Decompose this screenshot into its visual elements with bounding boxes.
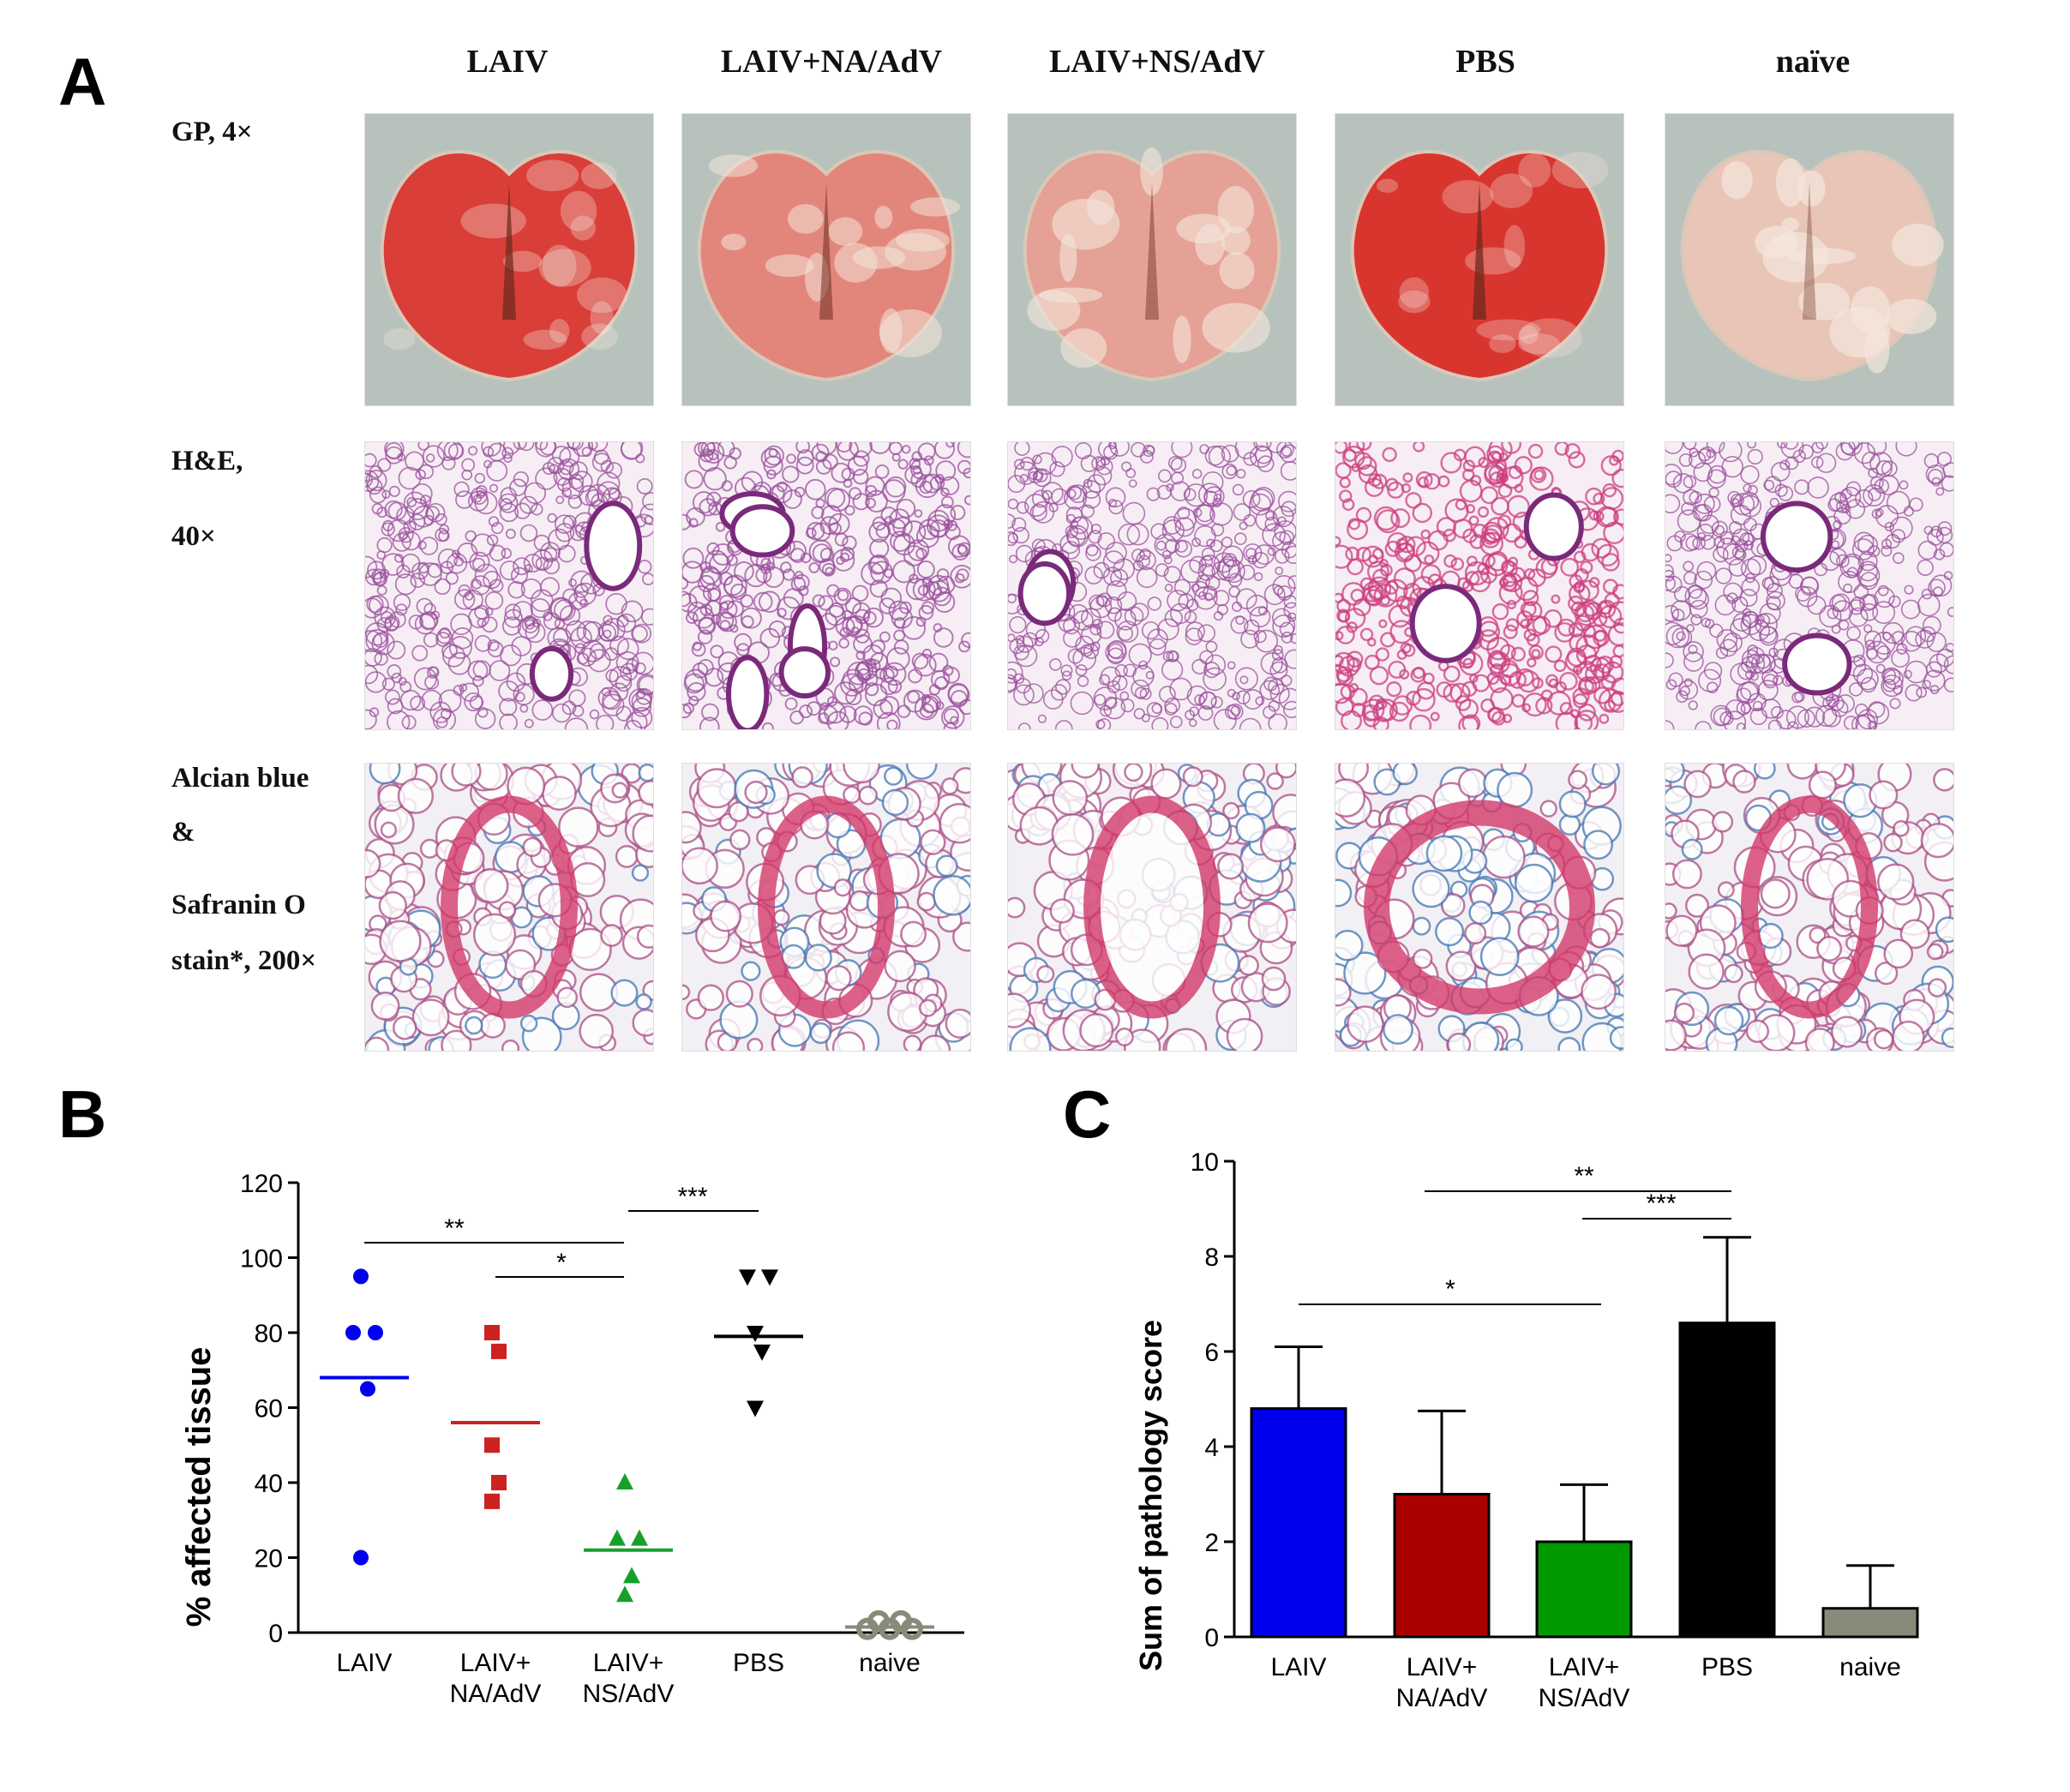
b-category-label: LAIV: [336, 1649, 392, 1677]
sig-label-na-pbs: **: [1574, 1162, 1594, 1190]
c-category-label: LAIV+: [1549, 1653, 1620, 1681]
b-point: [890, 1609, 912, 1633]
image-ab-naive: [1665, 763, 1954, 1052]
c-category-label: LAIV: [1270, 1653, 1326, 1681]
image-he-laiv: [364, 441, 654, 730]
panel-c-letter: C: [1063, 1076, 1112, 1152]
b-point: [609, 1529, 626, 1546]
b-point: [368, 1325, 383, 1340]
c-ytick-label: 6: [1204, 1339, 1219, 1367]
c-category-label: PBS: [1701, 1653, 1753, 1681]
b-ytick-label: 60: [255, 1395, 283, 1423]
b-point: [761, 1269, 778, 1286]
sig-label-laiv-ns: **: [444, 1214, 465, 1243]
c-ytick-label: 8: [1204, 1244, 1219, 1272]
panel-b-chart: 0 20 40 60 80 100 120 LAIV LAIV+ NA/AdV LAIV+ NS/A…: [180, 1170, 964, 1708]
b-point: [623, 1567, 640, 1584]
b-ytick-label: 100: [240, 1245, 283, 1274]
row-label-he-1: H&E,: [171, 446, 243, 476]
b-point: [616, 1585, 633, 1603]
b-ytick-label: 80: [255, 1320, 283, 1348]
b-ytick-label: 0: [268, 1620, 283, 1648]
b-ytick-label: 40: [255, 1470, 283, 1498]
image-gross-laiv-ns-adv: [1007, 113, 1297, 406]
image-he-laiv-ns-adv: [1007, 441, 1297, 730]
image-ab-laiv-ns-adv: [1007, 763, 1297, 1052]
b-category-label: NS/AdV: [583, 1680, 675, 1708]
b-point: [753, 1344, 771, 1361]
c-ytick-label: 10: [1191, 1148, 1219, 1177]
col-header-laiv: LAIV: [466, 44, 549, 80]
image-gross-pbs: [1335, 113, 1624, 406]
image-gross-laiv: [364, 113, 654, 406]
c-category-label: naive: [1839, 1653, 1901, 1681]
c-category-label: NA/AdV: [1396, 1684, 1488, 1712]
panel-c-chart: 0 2 4 6 8 10 LAIV LAIV+ NA/AdV LAIV+ NS/AdV PBS nai…: [1133, 1148, 1919, 1712]
row-label-ab-3: Safranin O: [171, 890, 306, 920]
col-header-laiv-na-adv: LAIV+NA/AdV: [720, 44, 943, 80]
b-point: [353, 1549, 369, 1566]
image-he-laiv-na-adv: [681, 441, 971, 730]
b-point: [616, 1473, 633, 1489]
b-category-label: LAIV+: [593, 1649, 664, 1677]
b-point: [491, 1343, 507, 1359]
row-label-ab-4: stain*, 200×: [171, 945, 317, 976]
b-ytick-label: 120: [240, 1170, 283, 1198]
sig-label-ns-pbs: ***: [677, 1183, 707, 1211]
row-label-ab-2: &: [171, 817, 195, 848]
b-point: [360, 1381, 375, 1397]
panel-a-letter: A: [58, 44, 107, 119]
panel-b-ylabel: % affected tissue: [180, 1347, 218, 1627]
b-ytick-label: 20: [255, 1545, 283, 1573]
sig-label-ns-pbs-c: ***: [1646, 1190, 1676, 1218]
b-point: [747, 1326, 764, 1342]
image-ab-laiv: [364, 763, 654, 1052]
b-category-label: PBS: [733, 1649, 784, 1677]
b-point: [747, 1400, 764, 1417]
c-category-label: LAIV+: [1407, 1653, 1478, 1681]
c-ytick-label: 4: [1204, 1434, 1219, 1462]
b-point: [856, 1617, 879, 1640]
c-ytick-label: 0: [1204, 1624, 1219, 1652]
image-ab-laiv-na-adv: [681, 763, 971, 1052]
b-point: [345, 1325, 361, 1340]
b-point: [484, 1493, 500, 1509]
b-point: [484, 1325, 500, 1340]
col-header-naive: naïve: [1775, 44, 1851, 80]
panel-c-ylabel: Sum of pathology score: [1133, 1320, 1168, 1671]
image-gross-naive: [1665, 113, 1954, 406]
b-category-label: naive: [859, 1649, 921, 1677]
col-header-laiv-ns-adv: LAIV+NS/AdV: [1049, 44, 1265, 80]
c-ytick-label: 2: [1204, 1529, 1219, 1557]
b-point: [739, 1269, 756, 1286]
row-label-gross: GP, 4×: [171, 117, 253, 147]
col-header-pbs: PBS: [1455, 44, 1515, 80]
sig-label-na-ns: *: [556, 1249, 567, 1277]
sig-label-laiv-ns-c: *: [1445, 1275, 1455, 1304]
c-bar: [1393, 1493, 1491, 1639]
c-bar: [1535, 1540, 1633, 1639]
b-point: [491, 1475, 507, 1490]
image-gross-laiv-na-adv: [681, 113, 971, 406]
b-point: [484, 1437, 500, 1453]
panel-b-letter: B: [58, 1076, 107, 1152]
c-bar: [1250, 1407, 1347, 1639]
c-bar: [1821, 1607, 1919, 1639]
b-category-label: NA/AdV: [450, 1680, 542, 1708]
b-point: [353, 1268, 369, 1285]
b-point: [631, 1529, 648, 1546]
c-category-label: NS/AdV: [1539, 1684, 1630, 1712]
image-he-naive: [1665, 441, 1954, 730]
row-label-he-2: 40×: [171, 521, 216, 552]
b-category-label: LAIV+: [460, 1649, 531, 1677]
row-label-ab-1: Alcian blue: [171, 763, 309, 794]
image-ab-pbs: [1335, 763, 1624, 1052]
image-he-pbs: [1335, 441, 1624, 730]
c-bar: [1678, 1322, 1776, 1639]
